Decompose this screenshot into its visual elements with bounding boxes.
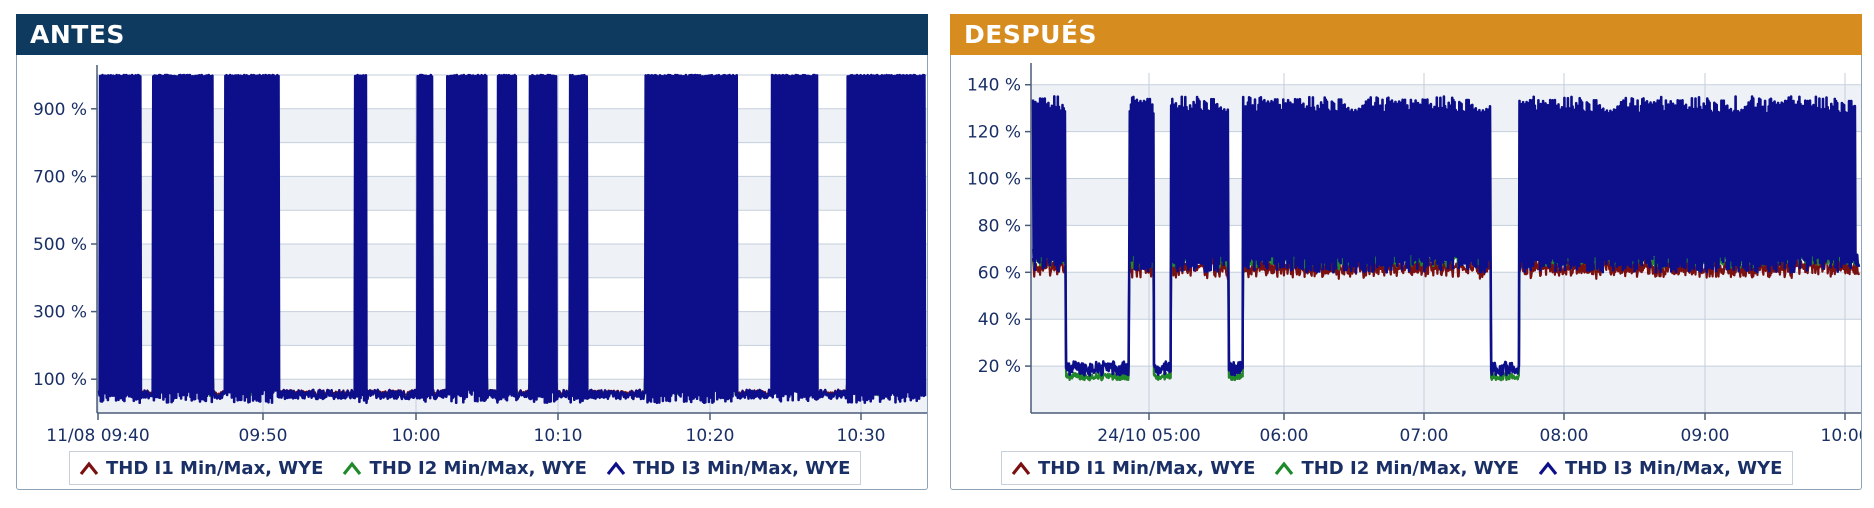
legend-label: THD I2 Min/Max, WYE [1301,457,1519,479]
x-tick-label: 10:20 [686,426,735,446]
legend-chevron-icon [343,461,362,475]
series-line-3 [97,73,927,405]
x-tick-label: 10:10 [534,426,583,446]
x-tick-label: 09:50 [239,426,288,446]
legend-item-2[interactable]: THD I2 Min/Max, WYE [1275,457,1519,479]
x-tick-label: 10:30 [837,426,886,446]
legend-item-3[interactable]: THD I3 Min/Max, WYE [606,457,851,479]
legend-chevron-icon [1538,461,1557,475]
x-tick-label: 06:00 [1260,426,1309,446]
legend-antes[interactable]: THD I1 Min/Max, WYE THD I2 Min/Max, WYE TH… [69,451,862,485]
legend-label: THD I3 Min/Max, WYE [632,457,851,479]
legend-item-1[interactable]: THD I1 Min/Max, WYE [80,458,323,479]
chart-antes: 11/08 09:40 09:50 10:00 10:10 10:20 10:30 100 … [33,65,927,446]
legend-chevron-icon [1275,461,1294,475]
x-tick-label: 07:00 [1400,426,1449,446]
panel-title-antes: ANTES [16,14,928,55]
x-tick-label: 09:00 [1681,426,1730,446]
y-tick-label: 900 % [33,100,87,120]
x-tick-label: 24/10 05:00 [1097,426,1200,446]
legend-chevron-icon [80,461,98,475]
chart-panel-despues: 24/10 05:00 06:00 07:00 08:00 09:00 10:00 20 %… [950,14,1862,490]
legend-item-1[interactable]: THD I1 Min/Max, WYE [1012,458,1255,479]
y-tick-label: 100 % [967,170,1021,190]
plot-band [1031,272,1861,320]
legend-item-3[interactable]: THD I3 Min/Max, WYE [1538,457,1783,479]
y-tick-label: 700 % [33,167,87,187]
chart-despues: 24/10 05:00 06:00 07:00 08:00 09:00 10:00 20 %… [967,63,1862,446]
legend-chevron-icon [606,461,625,475]
y-tick-label: 140 % [967,76,1021,96]
series-line-3 [1031,95,1861,377]
legend-label: THD I2 Min/Max, WYE [369,457,587,479]
legend-label: THD I3 Min/Max, WYE [1564,457,1783,479]
x-tick-label: 11/08 09:40 [46,426,149,446]
y-tick-label: 500 % [33,235,87,255]
y-tick-label: 120 % [967,123,1021,143]
x-tick-label: 08:00 [1540,426,1589,446]
y-tick-label: 20 % [978,357,1021,377]
legend-despues[interactable]: THD I1 Min/Max, WYE THD I2 Min/Max, WYE TH… [1001,451,1794,485]
legend-item-2[interactable]: THD I2 Min/Max, WYE [343,457,587,479]
legend-label: THD I1 Min/Max, WYE [1038,457,1256,479]
y-tick-label: 100 % [33,370,87,390]
y-tick-label: 300 % [33,303,87,323]
chart-panel-antes: 11/08 09:40 09:50 10:00 10:10 10:20 10:30 100 … [16,14,928,490]
y-tick-label: 40 % [978,310,1021,330]
legend-chevron-icon [1012,461,1030,475]
y-tick-label: 80 % [978,216,1021,236]
y-tick-label: 60 % [978,263,1021,283]
x-tick-label: 10:00 [392,426,441,446]
legend-label: THD I1 Min/Max, WYE [106,457,324,479]
panel-title-despues: DESPUÉS [950,14,1862,55]
x-tick-label: 10:00 [1821,426,1862,446]
